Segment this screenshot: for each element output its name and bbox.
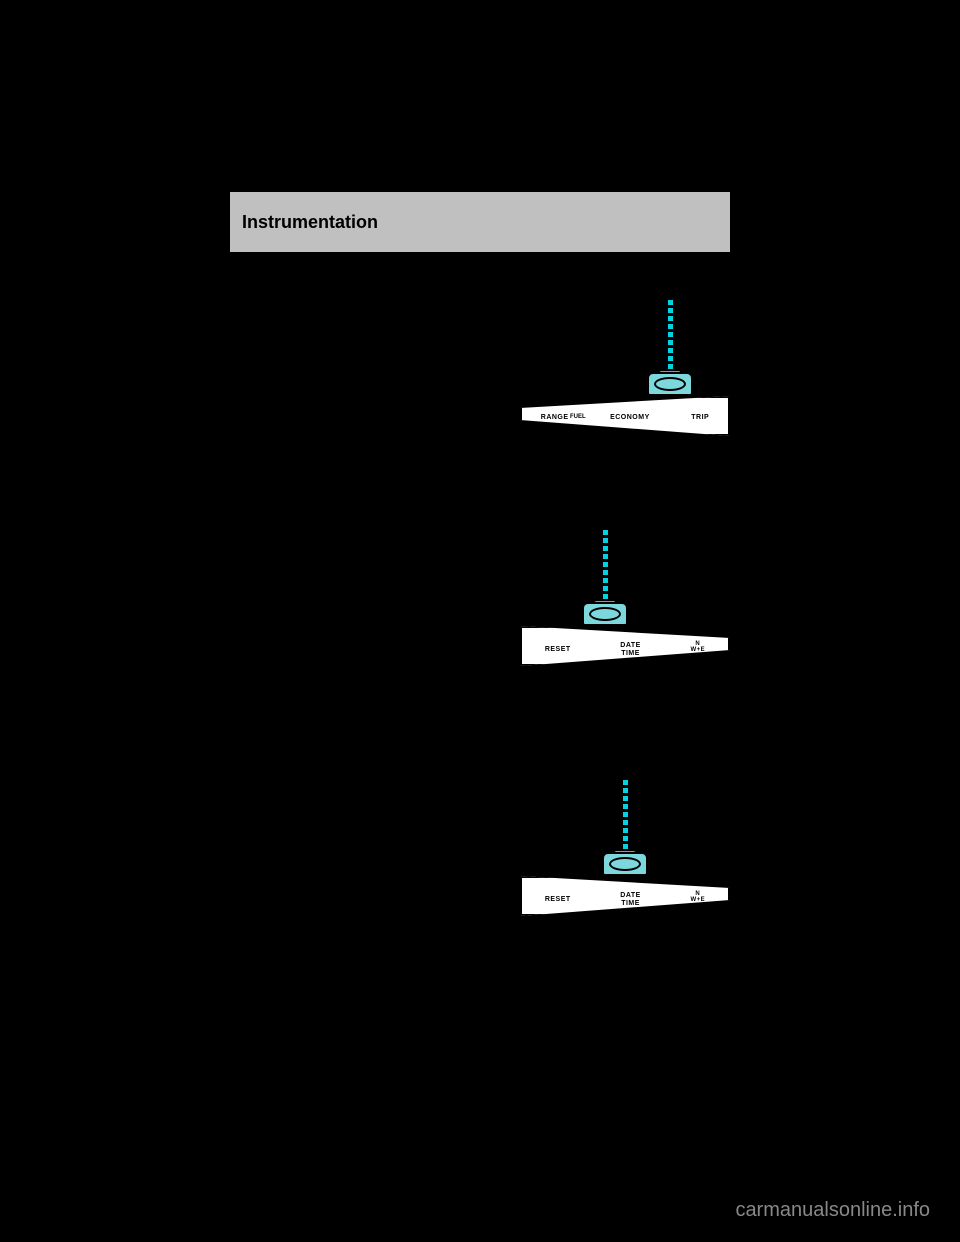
- compass-icon: N W+E S: [690, 891, 705, 909]
- compass-e: E: [701, 897, 706, 903]
- trip-button[interactable]: [647, 372, 693, 396]
- watermark-text: carmanualsonline.info: [735, 1199, 930, 1222]
- compass-icon: N W+E S: [690, 641, 705, 659]
- panel-labels: RESET DATE TIME N W+E S: [520, 882, 730, 918]
- reset-button[interactable]: [582, 602, 628, 626]
- datetime-button-diagram: RESET DATE TIME N W+E S: [520, 780, 730, 930]
- reset-button-diagram: RESET DATE TIME N W+E S: [520, 530, 730, 680]
- page-title: Instrumentation: [242, 212, 378, 233]
- panel-labels: RESET DATE TIME N W+E S: [520, 632, 730, 668]
- date-time-label: DATE TIME: [620, 892, 641, 907]
- section-reset: RESET DATE TIME N W+E S: [230, 510, 730, 710]
- date-time-label: DATE TIME: [620, 642, 641, 657]
- date-label: DATE: [620, 642, 641, 649]
- reset-label: RESET: [545, 646, 571, 654]
- compass-s: S: [696, 653, 701, 659]
- compass-s: S: [696, 903, 701, 909]
- section-date-time: RESET DATE TIME N W+E S: [230, 760, 730, 960]
- compass-n: N: [695, 641, 700, 647]
- trip-button-diagram: RANGE ECONOMY TRIP FUEL: [520, 300, 730, 450]
- time-label: TIME: [621, 650, 640, 657]
- compass-e: E: [701, 647, 706, 653]
- datetime-button[interactable]: [602, 852, 648, 876]
- economy-label: ECONOMY: [610, 414, 650, 422]
- trip-label: TRIP: [691, 414, 709, 422]
- page-header: Instrumentation: [230, 192, 730, 252]
- panel-labels: RANGE ECONOMY TRIP: [520, 400, 730, 436]
- reset-label: RESET: [545, 896, 571, 904]
- date-label: DATE: [620, 892, 641, 899]
- time-label: TIME: [621, 900, 640, 907]
- fuel-label: FUEL: [570, 414, 586, 420]
- range-label: RANGE: [541, 414, 569, 422]
- section-trip-odometer: RANGE ECONOMY TRIP FUEL: [230, 280, 730, 460]
- compass-n: N: [695, 891, 700, 897]
